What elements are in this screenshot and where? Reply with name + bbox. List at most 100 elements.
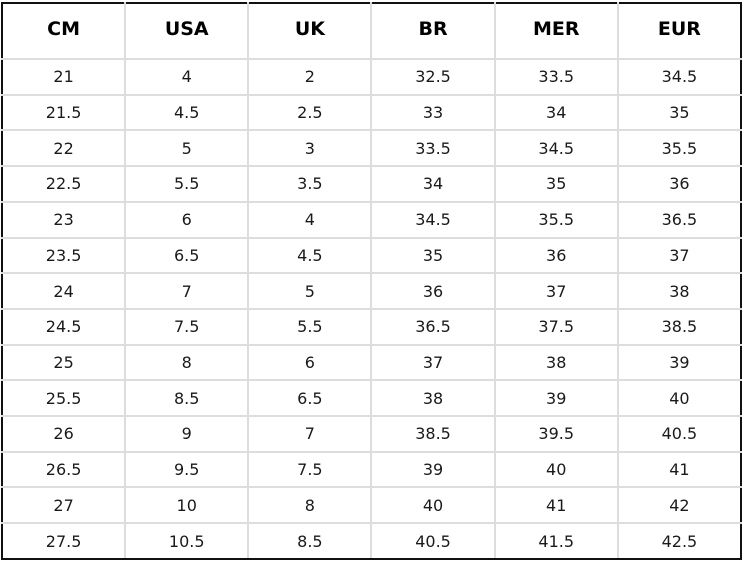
cell-br: 34.5	[370, 200, 496, 239]
cell-eur: 38.5	[616, 307, 743, 346]
cell-uk: 5.5	[247, 307, 373, 346]
table-row: 25 8 6 37 38 39	[0, 343, 743, 382]
table-row: 21 4 2 32.5 33.5 34.5	[0, 58, 743, 96]
table-row: 26 9 7 38.5 39.5 40.5	[0, 415, 743, 453]
cell-uk: 7.5	[247, 450, 373, 489]
cell-mer: 34.5	[493, 129, 619, 168]
cell-br: 36.5	[370, 307, 496, 346]
cell-br: 40	[370, 486, 496, 525]
cell-cm: 27	[0, 486, 127, 525]
header-br: BR	[370, 2, 496, 60]
header-uk: UK	[247, 2, 373, 60]
cell-uk: 2.5	[247, 93, 373, 132]
cell-uk: 3	[247, 129, 373, 168]
cell-usa: 8	[124, 343, 250, 382]
cell-br: 40.5	[370, 522, 496, 560]
cell-eur: 42	[616, 486, 743, 525]
header-usa: USA	[124, 2, 250, 60]
cell-eur: 38	[616, 272, 743, 310]
cell-uk: 5	[247, 272, 373, 310]
cell-uk: 7	[247, 415, 373, 453]
table-row: 23.5 6.5 4.5 35 36 37	[0, 236, 743, 275]
cell-mer: 41	[493, 486, 619, 525]
cell-eur: 36	[616, 165, 743, 203]
cell-usa: 8.5	[124, 379, 250, 418]
cell-br: 34	[370, 165, 496, 203]
cell-cm: 25.5	[0, 379, 127, 418]
cell-br: 33.5	[370, 129, 496, 168]
cell-eur: 35.5	[616, 129, 743, 168]
cell-cm: 22	[0, 129, 127, 168]
cell-usa: 7	[124, 272, 250, 310]
cell-usa: 10.5	[124, 522, 250, 560]
cell-usa: 9.5	[124, 450, 250, 489]
header-eur: EUR	[616, 2, 743, 60]
table-row: 22.5 5.5 3.5 34 35 36	[0, 165, 743, 203]
cell-usa: 9	[124, 415, 250, 453]
cell-br: 32.5	[370, 58, 496, 96]
table-row: 27 10 8 40 41 42	[0, 486, 743, 525]
cell-eur: 35	[616, 93, 743, 132]
cell-br: 39	[370, 450, 496, 489]
cell-uk: 4	[247, 200, 373, 239]
cell-cm: 27.5	[0, 522, 127, 560]
cell-uk: 8	[247, 486, 373, 525]
table-body: 21 4 2 32.5 33.5 34.5 21.5 4.5 2.5 33 34 35 22 5 3 33.5…	[0, 58, 743, 560]
cell-cm: 24.5	[0, 307, 127, 346]
cell-mer: 35	[493, 165, 619, 203]
cell-br: 38.5	[370, 415, 496, 453]
cell-eur: 36.5	[616, 200, 743, 239]
table-row: 27.5 10.5 8.5 40.5 41.5 42.5	[0, 522, 743, 560]
cell-usa: 4.5	[124, 93, 250, 132]
table-row: 24.5 7.5 5.5 36.5 37.5 38.5	[0, 307, 743, 346]
table-row: 21.5 4.5 2.5 33 34 35	[0, 93, 743, 132]
cell-br: 38	[370, 379, 496, 418]
table-row: 24 7 5 36 37 38	[0, 272, 743, 310]
cell-mer: 36	[493, 236, 619, 275]
cell-usa: 5	[124, 129, 250, 168]
cell-mer: 38	[493, 343, 619, 382]
cell-uk: 2	[247, 58, 373, 96]
cell-br: 36	[370, 272, 496, 310]
cell-mer: 34	[493, 93, 619, 132]
cell-uk: 3.5	[247, 165, 373, 203]
cell-cm: 23.5	[0, 236, 127, 275]
cell-usa: 7.5	[124, 307, 250, 346]
cell-eur: 40	[616, 379, 743, 418]
cell-mer: 39	[493, 379, 619, 418]
cell-usa: 6	[124, 200, 250, 239]
cell-uk: 6	[247, 343, 373, 382]
cell-br: 35	[370, 236, 496, 275]
header-mer: MER	[493, 2, 619, 60]
cell-br: 33	[370, 93, 496, 132]
cell-eur: 42.5	[616, 522, 743, 560]
cell-mer: 41.5	[493, 522, 619, 560]
cell-eur: 41	[616, 450, 743, 489]
cell-uk: 6.5	[247, 379, 373, 418]
cell-cm: 21	[0, 58, 127, 96]
cell-eur: 34.5	[616, 58, 743, 96]
cell-cm: 24	[0, 272, 127, 310]
cell-cm: 22.5	[0, 165, 127, 203]
cell-mer: 40	[493, 450, 619, 489]
cell-eur: 39	[616, 343, 743, 382]
cell-mer: 33.5	[493, 58, 619, 96]
cell-cm: 23	[0, 200, 127, 239]
header-row: CM USA UK BR MER EUR	[0, 2, 743, 60]
cell-uk: 8.5	[247, 522, 373, 560]
cell-mer: 35.5	[493, 200, 619, 239]
cell-br: 37	[370, 343, 496, 382]
cell-mer: 37	[493, 272, 619, 310]
cell-cm: 26	[0, 415, 127, 453]
cell-usa: 10	[124, 486, 250, 525]
table-row: 22 5 3 33.5 34.5 35.5	[0, 129, 743, 168]
cell-mer: 39.5	[493, 415, 619, 453]
table-row: 23 6 4 34.5 35.5 36.5	[0, 200, 743, 239]
cell-mer: 37.5	[493, 307, 619, 346]
cell-eur: 40.5	[616, 415, 743, 453]
cell-cm: 21.5	[0, 93, 127, 132]
cell-usa: 6.5	[124, 236, 250, 275]
cell-usa: 5.5	[124, 165, 250, 203]
cell-uk: 4.5	[247, 236, 373, 275]
